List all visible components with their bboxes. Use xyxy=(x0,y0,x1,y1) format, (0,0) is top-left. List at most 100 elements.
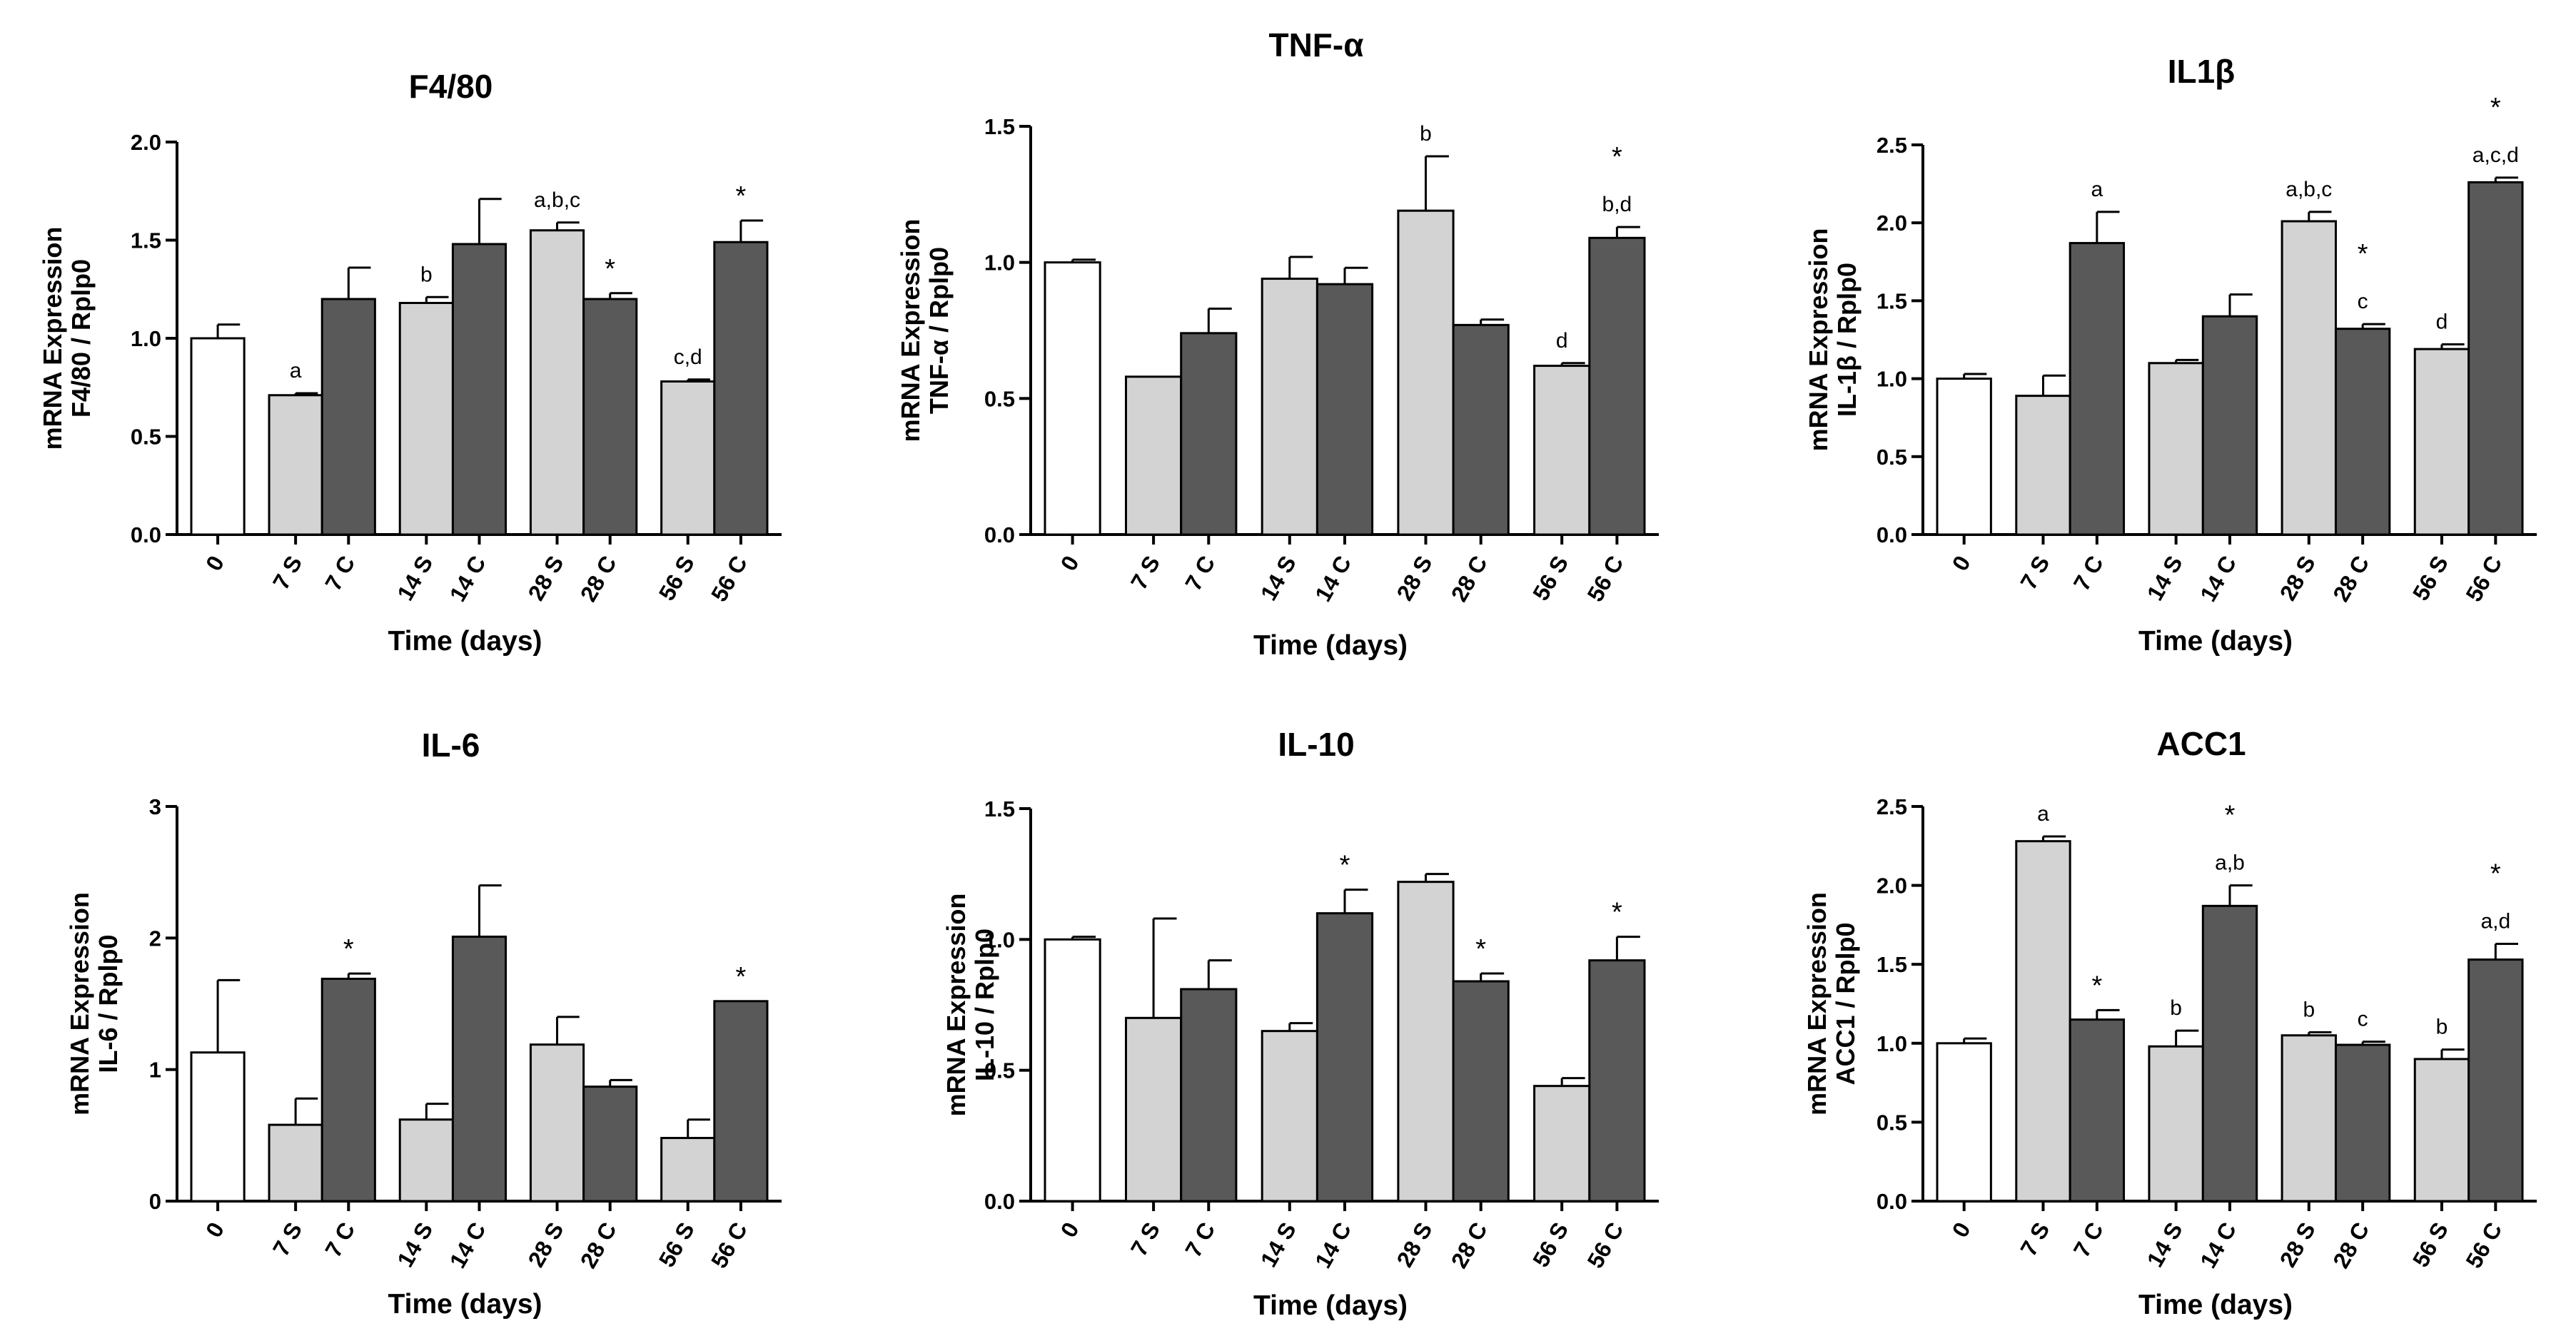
x-tick-label: 7 S xyxy=(1126,1218,1165,1261)
y-tick-label: 1.0 xyxy=(984,251,1015,275)
y-axis-label-line1: mRNA Expression xyxy=(896,219,925,442)
bar xyxy=(2413,1058,2470,1203)
x-tick-label: 14 S xyxy=(2142,1218,2188,1272)
x-tick-label: 56 C xyxy=(1582,552,1628,607)
significance-star: * xyxy=(736,962,747,992)
y-axis-label-line2: ACC1 / Rplp0 xyxy=(1831,922,1860,1085)
bar xyxy=(660,380,716,536)
x-tick-label: 28 S xyxy=(2275,552,2320,605)
significance-letters: a xyxy=(2091,178,2103,201)
bar xyxy=(2148,362,2204,536)
chart-title: IL1β xyxy=(2168,53,2236,90)
significance-letters: a,b,c xyxy=(534,188,580,212)
significance-letters: a,b xyxy=(2215,851,2245,875)
x-tick-label: 14 C xyxy=(2195,1218,2241,1273)
significance-star: * xyxy=(1612,142,1622,172)
chart-panel: IL-6 0 1 2 3 mRNA Expression IL-6 / Rplp0 0 7 S 7… xyxy=(65,727,782,1320)
bar xyxy=(451,243,507,536)
y-tick-label: 0.0 xyxy=(1877,1189,1907,1214)
bar xyxy=(1533,1085,1591,1203)
x-tick-label: 14 S xyxy=(2142,552,2188,605)
y-axis-label-line2: IL-10 / Rplp0 xyxy=(970,928,999,1081)
significance-letters: c xyxy=(2358,290,2368,313)
bar xyxy=(2334,328,2391,536)
x-axis-label: Time (days) xyxy=(2138,626,2293,657)
x-tick-label: 56 C xyxy=(1582,1218,1628,1273)
x-tick-label: 28 S xyxy=(523,552,569,605)
x-tick-label: 28 C xyxy=(1446,552,1492,607)
y-tick-label: 0.0 xyxy=(984,1189,1015,1214)
x-tick-label: 7 C xyxy=(320,1218,360,1262)
significance-star: * xyxy=(605,254,615,284)
bar xyxy=(1044,261,1101,536)
x-axis-label: Time (days) xyxy=(388,1289,542,1320)
x-tick-label: 0 xyxy=(201,552,229,575)
y-tick-label: 2.0 xyxy=(1877,211,1907,236)
chart-title: IL-6 xyxy=(422,727,480,764)
x-tick-label: 14 S xyxy=(1256,1218,1301,1272)
y-tick-label: 0.5 xyxy=(984,1058,1015,1083)
x-tick-label: 14 S xyxy=(1256,552,1301,605)
y-tick-label: 1.5 xyxy=(1877,952,1907,977)
y-tick-label: 0.0 xyxy=(1877,522,1907,547)
significance-letters: c xyxy=(2358,1008,2368,1031)
bar xyxy=(1452,323,1510,536)
significance-star: * xyxy=(2490,859,2501,889)
y-tick-label: 0.5 xyxy=(984,386,1015,411)
bar xyxy=(2069,1018,2126,1203)
x-tick-label: 56 S xyxy=(2408,552,2453,605)
x-tick-label: 56 C xyxy=(2460,1218,2507,1273)
bar xyxy=(320,298,376,536)
x-tick-label: 0 xyxy=(1947,552,1976,575)
significance-letters: b xyxy=(420,263,433,286)
bar xyxy=(1936,378,1992,536)
bar xyxy=(2015,395,2071,536)
bar xyxy=(2015,840,2071,1203)
significance-letters: b,d xyxy=(1602,193,1632,216)
x-tick-label: 56 S xyxy=(1527,1218,1573,1272)
chart-panel: TNF-α 0.0 0.5 1.0 1.5 mRNA Expression TNF-α / … xyxy=(896,26,1659,661)
x-tick-label: 0 xyxy=(1056,552,1084,575)
x-tick-label: 56 S xyxy=(2408,1218,2453,1272)
x-tick-label: 28 S xyxy=(1391,552,1437,605)
x-tick-label: 56 S xyxy=(654,1218,699,1272)
bar xyxy=(2069,242,2126,536)
significance-letters: b xyxy=(2436,1016,2448,1039)
bar xyxy=(2201,315,2258,536)
bar xyxy=(398,302,454,536)
y-tick-label: 1.5 xyxy=(984,114,1015,139)
y-axis-label-line1: mRNA Expression xyxy=(65,892,94,1115)
significance-letters: d xyxy=(1556,329,1568,353)
y-tick-label: 1.0 xyxy=(131,326,161,351)
bar xyxy=(1044,938,1101,1203)
bar xyxy=(582,298,638,536)
bar xyxy=(1261,1030,1318,1203)
bar xyxy=(1533,365,1591,536)
x-axis-label: Time (days) xyxy=(2138,1290,2293,1320)
bar xyxy=(660,1137,716,1203)
chart-title: F4/80 xyxy=(409,68,493,105)
bar xyxy=(1588,959,1646,1203)
y-tick-label: 0 xyxy=(149,1189,161,1214)
x-tick-label: 14 C xyxy=(1310,552,1356,607)
x-tick-label: 7 S xyxy=(2015,1218,2054,1261)
significance-star: * xyxy=(1475,934,1486,964)
y-tick-label: 1.0 xyxy=(1877,1031,1907,1056)
x-tick-label: 7 S xyxy=(268,552,307,594)
bar xyxy=(268,1123,323,1203)
bar xyxy=(1397,209,1455,536)
x-tick-label: 28 S xyxy=(1391,1218,1437,1272)
significance-letters: a,b,c xyxy=(2285,178,2332,201)
bar xyxy=(190,1051,246,1203)
significance-star: * xyxy=(1340,851,1350,881)
x-tick-label: 7 C xyxy=(320,552,360,595)
bar xyxy=(2280,1034,2337,1203)
bar xyxy=(1315,912,1374,1203)
bar xyxy=(1180,332,1238,536)
x-tick-label: 28 C xyxy=(575,552,622,607)
bar xyxy=(2468,958,2524,1203)
x-axis-label: Time (days) xyxy=(388,626,542,657)
chart-title: TNF-α xyxy=(1268,26,1363,64)
bar xyxy=(1936,1042,1992,1203)
y-axis-label-line2: TNF-α / Rplp0 xyxy=(924,247,954,414)
